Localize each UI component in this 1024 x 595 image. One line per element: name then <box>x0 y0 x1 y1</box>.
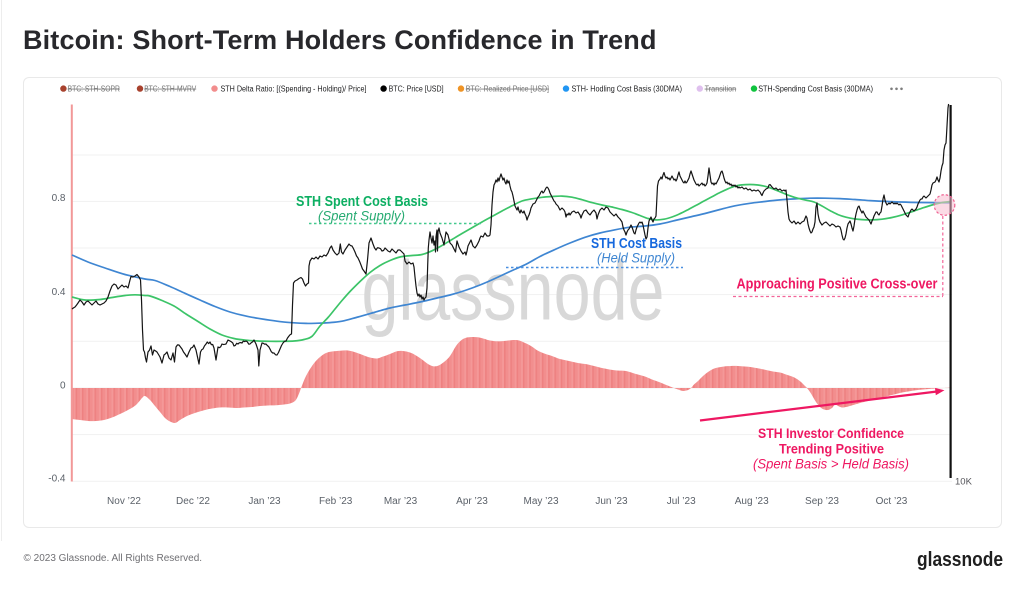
svg-text:0.4: 0.4 <box>52 287 66 298</box>
svg-text:Aug ’23: Aug ’23 <box>735 496 769 507</box>
svg-text:STH Investor Confidence: STH Investor Confidence <box>758 426 904 441</box>
svg-text:Approaching Positive Cross-ove: Approaching Positive Cross-over <box>737 277 938 293</box>
svg-text:STH- Hodling Cost Basis (30DMA: STH- Hodling Cost Basis (30DMA) <box>572 84 683 93</box>
svg-text:STH Delta Ratio: [(Spending -: STH Delta Ratio: [(Spending - Holding)/ … <box>221 84 367 93</box>
svg-text:Sep ’23: Sep ’23 <box>805 496 839 507</box>
svg-text:glassnode: glassnode <box>917 549 1003 571</box>
svg-text:BTC: STH-SOPR: BTC: STH-SOPR <box>68 84 120 93</box>
svg-text:(Spent Basis > Held Basis): (Spent Basis > Held Basis) <box>753 457 909 472</box>
svg-text:Transition: Transition <box>705 84 737 93</box>
svg-text:Apr ’23: Apr ’23 <box>456 496 488 507</box>
svg-text:Trending Positive: Trending Positive <box>779 442 884 457</box>
svg-text:(Spent Supply): (Spent Supply) <box>318 208 405 224</box>
svg-text:May ’23: May ’23 <box>523 496 558 507</box>
svg-text:(Held Supply): (Held Supply) <box>597 250 675 266</box>
svg-text:Jul ’23: Jul ’23 <box>667 496 696 507</box>
svg-text:0: 0 <box>60 380 66 391</box>
svg-text:BTC: Price [USD]: BTC: Price [USD] <box>389 84 444 93</box>
svg-text:STH Cost Basis: STH Cost Basis <box>591 236 682 252</box>
svg-text:Nov ’22: Nov ’22 <box>107 496 141 507</box>
svg-text:BTC: Realized Price [USD]: BTC: Realized Price [USD] <box>466 84 549 93</box>
svg-text:10K: 10K <box>955 477 973 488</box>
svg-text:STH Spent Cost Basis: STH Spent Cost Basis <box>296 194 428 210</box>
svg-text:STH-Spending Cost Basis (30DMA: STH-Spending Cost Basis (30DMA) <box>758 84 873 93</box>
svg-text:0.8: 0.8 <box>52 193 66 204</box>
svg-text:Jun ’23: Jun ’23 <box>595 496 628 507</box>
svg-text:Oct ’23: Oct ’23 <box>876 496 908 507</box>
svg-text:Dec ’22: Dec ’22 <box>176 496 210 507</box>
svg-text:Feb ’23: Feb ’23 <box>319 496 353 507</box>
svg-text:Jan ’23: Jan ’23 <box>248 496 281 507</box>
svg-text:glassnode: glassnode <box>362 244 665 338</box>
svg-text:-0.4: -0.4 <box>48 473 66 484</box>
svg-text:Mar ’23: Mar ’23 <box>384 496 418 507</box>
svg-text:BTC: STH-MVRV: BTC: STH-MVRV <box>144 84 197 93</box>
